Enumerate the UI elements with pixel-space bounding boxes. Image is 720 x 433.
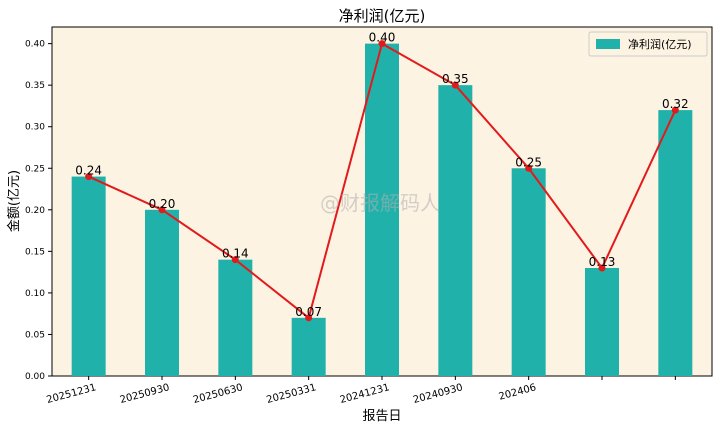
- trend-point: [305, 314, 313, 322]
- y-tick-label: 0.40: [25, 40, 45, 50]
- y-axis: 0.00 0.05 0.10 0.15 0.20 0.25 0.30 0.35 0.40: [25, 40, 52, 382]
- data-label: 0.14: [222, 247, 249, 261]
- bar: [438, 85, 473, 377]
- legend: 净利润(亿元): [588, 31, 708, 57]
- legend-swatch: [596, 39, 620, 49]
- x-tick-label: 20250331: [265, 382, 317, 406]
- y-tick-label: 0.30: [25, 123, 45, 133]
- trend-point: [231, 256, 239, 264]
- x-tick-label: 20250630: [192, 382, 244, 406]
- y-tick-label: 0.20: [25, 206, 45, 216]
- data-label: 0.07: [295, 305, 322, 319]
- data-labels: 0.24 0.20 0.14 0.07 0.40 0.35 0.25 0.13 0.32: [75, 31, 688, 319]
- y-tick-label: 0.25: [25, 164, 45, 174]
- trend-point: [525, 164, 533, 172]
- x-tick-label: 20250930: [119, 382, 171, 406]
- x-axis: 20251231 20250930 20250630 20250331 20241231…: [45, 376, 676, 406]
- data-label: 0.25: [515, 155, 542, 169]
- data-label: 0.32: [662, 97, 689, 111]
- trend-point: [598, 264, 606, 272]
- legend-label: 净利润(亿元): [628, 37, 692, 51]
- x-tick-label: 202406: [498, 382, 538, 403]
- trend-point: [378, 40, 386, 48]
- watermark: @财报解码人: [320, 191, 440, 215]
- trend-point: [671, 106, 679, 114]
- trend-point: [451, 81, 459, 89]
- bars: [71, 43, 693, 377]
- x-tick-label: 20240930: [412, 382, 464, 406]
- x-tick-label: 20241231: [339, 382, 391, 406]
- bar: [365, 43, 399, 376]
- y-tick-label: 0.35: [25, 81, 45, 91]
- y-tick-label: 0.00: [25, 372, 45, 382]
- data-label: 0.24: [75, 164, 102, 178]
- data-label: 0.40: [369, 31, 396, 45]
- bar: [658, 110, 693, 376]
- data-label: 0.35: [442, 72, 469, 86]
- bar: [145, 209, 179, 376]
- trend-point: [158, 206, 166, 214]
- bar: [511, 168, 546, 376]
- data-label: 0.13: [589, 255, 616, 269]
- x-tick-label: 20251231: [45, 382, 97, 406]
- bar: [218, 259, 253, 376]
- chart-title: 净利润(亿元): [339, 7, 426, 25]
- x-axis-label: 报告日: [362, 409, 401, 424]
- data-label: 0.20: [149, 197, 176, 211]
- trend-point: [85, 173, 93, 181]
- y-tick-label: 0.05: [25, 330, 45, 340]
- legend-box: [588, 31, 708, 57]
- bar: [291, 317, 326, 376]
- bar: [585, 267, 619, 376]
- trend-line: [85, 40, 679, 322]
- y-axis-label: 金额(亿元): [6, 170, 22, 232]
- y-tick-label: 0.15: [25, 247, 45, 257]
- y-tick-label: 0.10: [25, 289, 45, 299]
- bar: [71, 176, 106, 376]
